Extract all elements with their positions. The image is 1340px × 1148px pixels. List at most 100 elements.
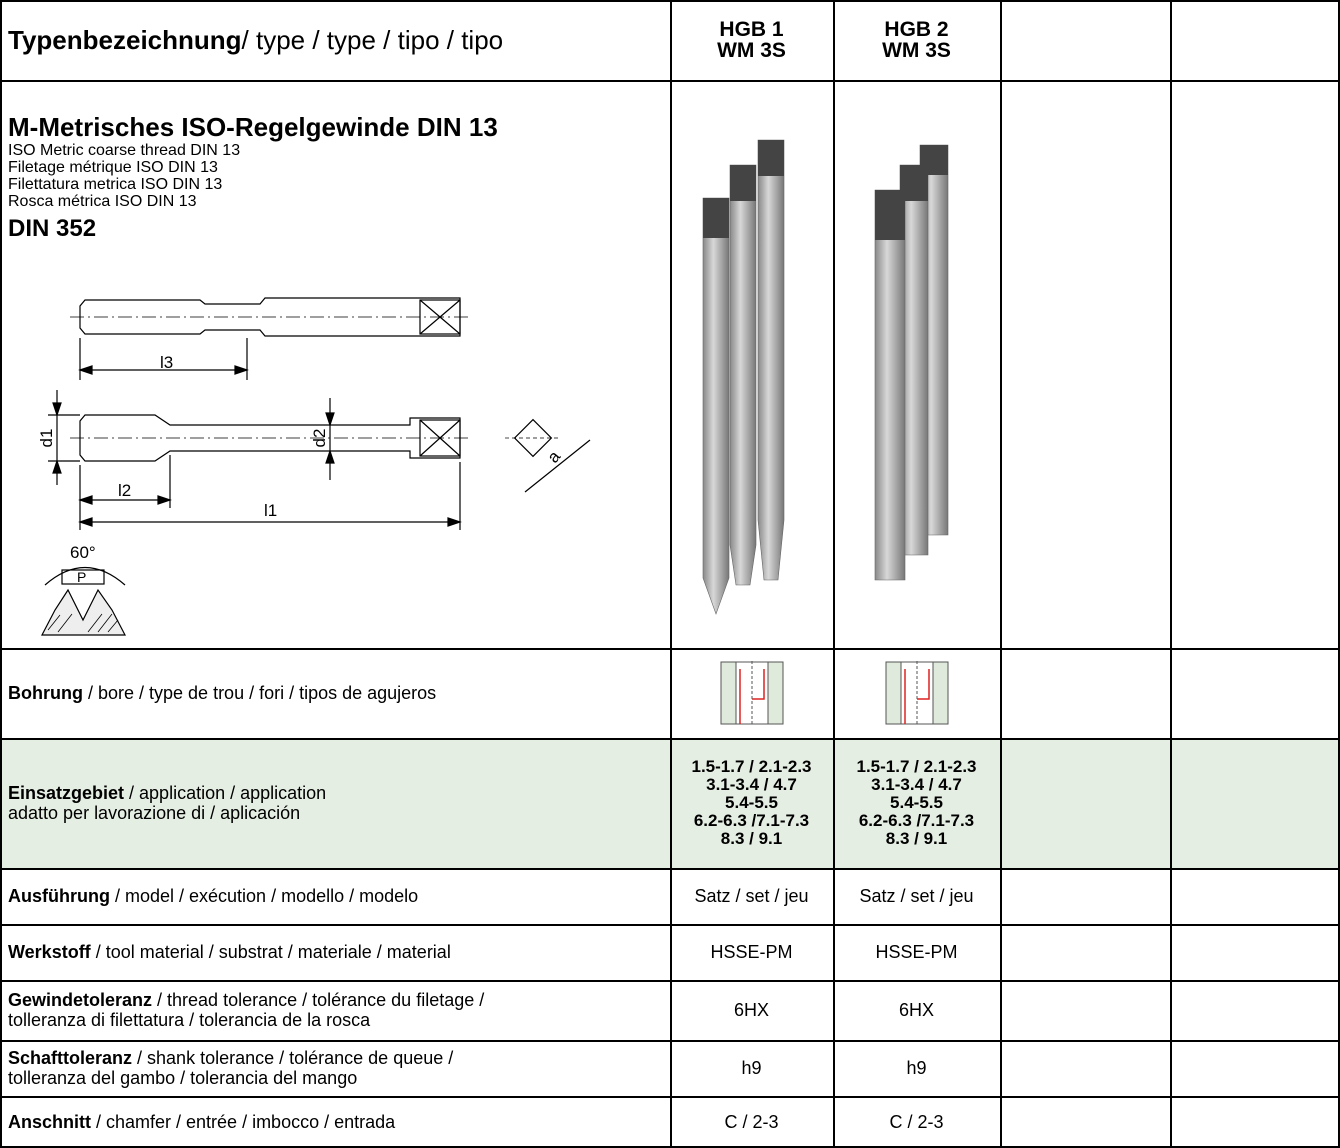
row-label-bold: Ausführung — [8, 886, 110, 906]
row-label-rest: adatto per lavorazione di / aplicación — [8, 803, 301, 823]
column-header-line: HGB 2 — [884, 18, 949, 41]
row-label-rest: / thread tolerance / tolérance du fileta… — [152, 990, 485, 1010]
row-label: Schafttoleranz / shank tolerance / tolér… — [0, 1040, 670, 1096]
row-value: 1.5-1.7 / 2.1-2.3 3.1-3.4 / 4.7 5.4-5.5 6.2… — [670, 738, 833, 868]
column-header-line: WM 3S — [717, 39, 786, 62]
bore-icon — [670, 648, 833, 738]
bore-svg — [720, 661, 783, 725]
column-border — [1000, 0, 1002, 1148]
value-text: 6HX — [733, 999, 769, 1020]
column-header-line: HGB 1 — [719, 18, 784, 41]
product-subtitle: ISO Metric coarse thread DIN 13 — [8, 142, 241, 159]
row-label: Gewindetoleranz / thread tolerance / tol… — [0, 980, 670, 1040]
row-label-rest: / tool material / substrat / materiale /… — [90, 942, 451, 962]
row-value: C / 2-3 — [670, 1096, 833, 1148]
value-text: 6HX — [898, 999, 934, 1020]
value-line: 8.3 / 9.1 — [720, 829, 783, 848]
row-label-rest: / bore / type de trou / fori / tipos de … — [82, 683, 437, 703]
value-text: C / 2-3 — [889, 1111, 944, 1132]
row-value: Satz / set / jeu — [833, 868, 1000, 924]
value-text: Satz / set / jeu — [859, 885, 974, 906]
product-info: M-Metrisches ISO-Regelgewinde DIN 13 ISO… — [8, 112, 498, 246]
value-line: 3.1-3.4 / 4.7 — [871, 775, 962, 794]
value-text: h9 — [741, 1057, 762, 1078]
value-text: h9 — [906, 1057, 927, 1078]
value-line: 6.2-6.3 /7.1-7.3 — [858, 811, 975, 830]
row-label-rest: tolleranza del gambo / tolerancia del ma… — [8, 1068, 358, 1088]
row-value: h9 — [833, 1040, 1000, 1096]
row-value: Satz / set / jeu — [670, 868, 833, 924]
title-bold: Typenbezeichnung — [8, 25, 242, 55]
value-text: HSSE-PM — [875, 941, 958, 962]
label-l1: l1 — [264, 501, 277, 520]
value-line: 8.3 / 9.1 — [885, 829, 948, 848]
row-label-text: Bohrung / bore / type de trou / fori / t… — [8, 683, 436, 703]
row-label-rest: / shank tolerance / tolérance de queue / — [132, 1048, 454, 1068]
row-label-bold: Schafttoleranz — [8, 1048, 133, 1068]
row-label-rest: / application / application — [124, 783, 327, 803]
column-border — [1170, 0, 1172, 1148]
product-subtitle: Rosca métrica ISO DIN 13 — [8, 193, 197, 210]
value-line: 1.5-1.7 / 2.1-2.3 — [691, 757, 812, 776]
value-line: 3.1-3.4 / 4.7 — [706, 775, 797, 794]
row-label-bold: Werkstoff — [8, 942, 91, 962]
title-rest: / type / type / tipo / tipo — [241, 25, 504, 55]
product-subtitle: Filettatura metrica ISO DIN 13 — [8, 176, 223, 193]
row-label-text: Gewindetoleranz / thread tolerance / tol… — [8, 990, 484, 1030]
value-line: 5.4-5.5 — [725, 793, 778, 812]
row-label-bold: Anschnitt — [8, 1112, 91, 1132]
row-label-bold: Bohrung — [8, 683, 83, 703]
label-pitch: P — [77, 569, 86, 585]
product-subtitles: ISO Metric coarse thread DIN 13 Filetage … — [8, 142, 498, 210]
row-label-text: Schafttoleranz / shank tolerance / tolér… — [8, 1048, 453, 1088]
row-label-text: Ausführung / model / exécution / modello… — [8, 886, 418, 906]
value-text: C / 2-3 — [724, 1111, 779, 1132]
product-title: M-Metrisches ISO-Regelgewinde DIN 13 — [8, 112, 498, 142]
row-label: Anschnitt / chamfer / entrée / imbocco /… — [0, 1096, 670, 1148]
row-label-text: Werkstoff / tool material / substrat / m… — [8, 942, 451, 962]
row-label: Einsatzgebiet / application / applicatio… — [0, 738, 670, 868]
row-label-bold: Einsatzgebiet — [8, 783, 125, 803]
value-line: 5.4-5.5 — [890, 793, 943, 812]
value-line: 1.5-1.7 / 2.1-2.3 — [856, 757, 977, 776]
label-d1: d1 — [37, 429, 56, 448]
product-subtitle: Filetage métrique ISO DIN 13 — [8, 159, 218, 176]
row-label: Ausführung / model / exécution / modello… — [0, 868, 670, 924]
row-value: C / 2-3 — [833, 1096, 1000, 1148]
value-text: HSSE-PM — [710, 941, 793, 962]
column-border — [0, 0, 2, 1148]
column-border — [670, 0, 672, 1148]
column-border — [833, 0, 835, 1148]
column-header-line: WM 3S — [882, 39, 951, 62]
product-standard: DIN 352 — [8, 215, 97, 242]
row-value: 6HX — [833, 980, 1000, 1040]
tap-diagram: l3 d1 d2 l2 l1 a 60° P — [37, 297, 591, 636]
header-title: Typenbezeichnung / type / type / tipo / … — [0, 0, 670, 80]
value-text: Satz / set / jeu — [694, 885, 809, 906]
bore-icon — [833, 648, 1000, 738]
row-label: Werkstoff / tool material / substrat / m… — [0, 924, 670, 980]
row-value: 1.5-1.7 / 2.1-2.3 3.1-3.4 / 4.7 5.4-5.5 6.2… — [833, 738, 1000, 868]
row-label: Bohrung / bore / type de trou / fori / t… — [0, 648, 670, 738]
row-label-rest: / model / exécution / modello / modelo — [109, 886, 419, 906]
label-angle: 60° — [70, 543, 96, 562]
row-label-rest: / chamfer / entrée / imbocco / entrada — [91, 1112, 396, 1132]
column-border — [1338, 0, 1340, 1148]
label-d2: d2 — [310, 429, 329, 448]
tap-photos — [702, 139, 949, 615]
bore-svg — [885, 661, 948, 725]
row-value: h9 — [670, 1040, 833, 1096]
row-value: HSSE-PM — [670, 924, 833, 980]
label-l2: l2 — [118, 481, 131, 500]
column-header: HGB 1 WM 3S — [670, 0, 833, 80]
row-value: HSSE-PM — [833, 924, 1000, 980]
value-line: 6.2-6.3 /7.1-7.3 — [693, 811, 810, 830]
row-label-rest: tolleranza di filettatura / tolerancia d… — [8, 1010, 371, 1030]
row-label-text: Anschnitt / chamfer / entrée / imbocco /… — [8, 1112, 395, 1132]
row-value: 6HX — [670, 980, 833, 1040]
row-label-bold: Gewindetoleranz — [8, 990, 153, 1010]
label-l3: l3 — [160, 353, 173, 372]
column-header: HGB 2 WM 3S — [833, 0, 1000, 80]
row-label-text: Einsatzgebiet / application / applicatio… — [8, 783, 326, 823]
